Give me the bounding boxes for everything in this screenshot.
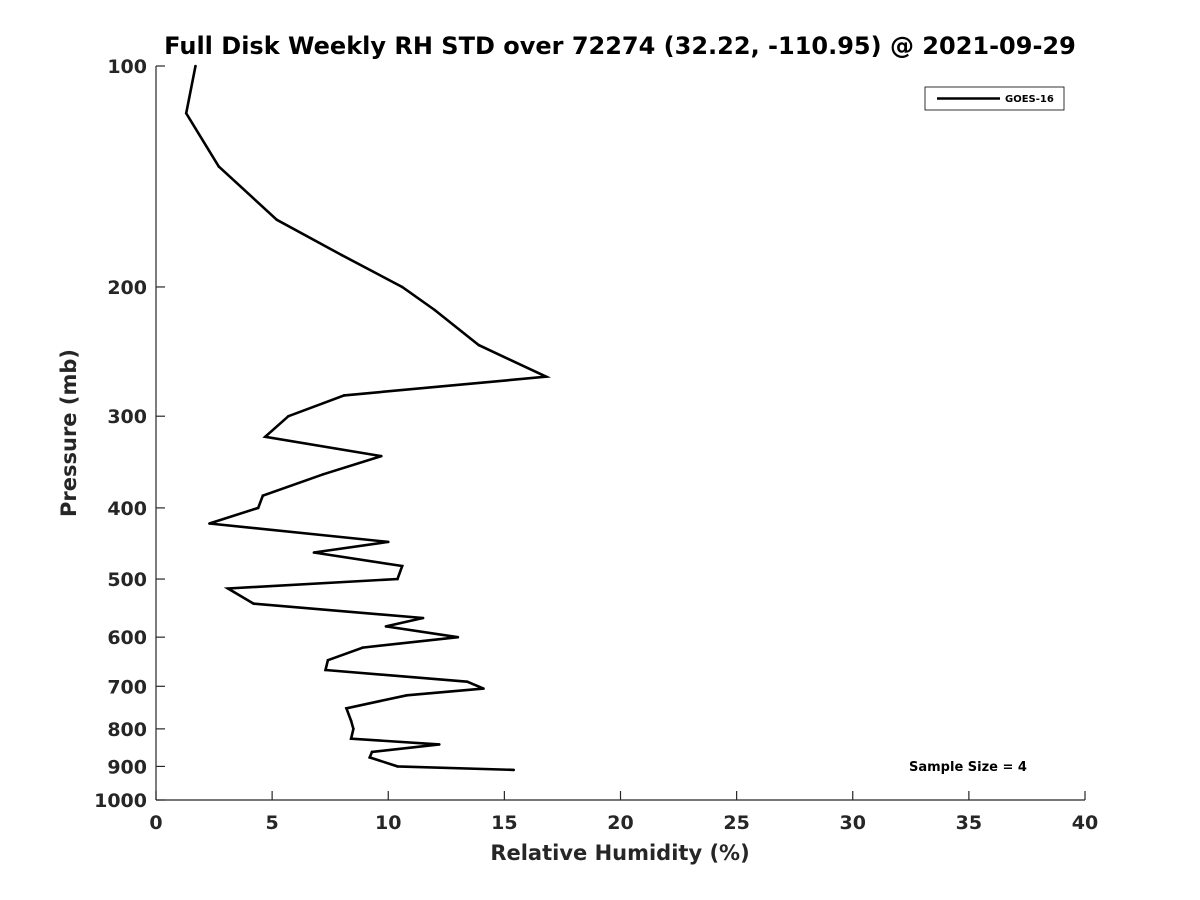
data-point: [194, 64, 197, 68]
x-tick-label: 35: [956, 812, 982, 834]
y-axis-label: Pressure (mb): [57, 349, 81, 517]
y-tick-label: 700: [107, 676, 147, 698]
data-point: [208, 522, 211, 525]
y-tick-label: 800: [107, 719, 147, 741]
data-point: [321, 473, 325, 476]
y-tick-label: 600: [107, 627, 147, 649]
legend-label: GOES-16: [1005, 94, 1054, 105]
y-tick-label: 500: [107, 569, 147, 591]
data-point: [352, 727, 355, 731]
data-point: [324, 668, 327, 672]
data-point: [477, 343, 481, 347]
y-tick-label: 100: [107, 56, 147, 78]
data-point: [340, 253, 344, 257]
data-point: [370, 750, 374, 754]
data-point: [456, 635, 460, 639]
data-point: [512, 768, 515, 772]
data-point: [387, 540, 390, 544]
data-point: [261, 494, 265, 498]
data-point: [433, 308, 437, 312]
series-line-goes-16: [184, 65, 552, 772]
x-ticks: 0 5 10 15 20 25 30 35 40: [149, 791, 1098, 834]
data-point: [226, 587, 230, 590]
data-point: [400, 564, 404, 568]
data-point: [326, 658, 330, 662]
x-tick-label: 40: [1072, 812, 1098, 834]
y-tick-label: 300: [107, 406, 147, 428]
x-tick-label: 0: [149, 812, 162, 834]
legend: GOES-16: [924, 86, 1065, 111]
data-point: [275, 218, 279, 222]
data-point: [184, 112, 188, 115]
y-tick-label: 400: [107, 498, 147, 520]
data-point: [342, 394, 346, 397]
data-point: [263, 435, 267, 439]
data-point: [544, 375, 548, 379]
sample-size-annotation: Sample Size = 4: [909, 760, 1027, 775]
x-axis-label: Relative Humidity (%): [490, 841, 749, 865]
data-point: [252, 602, 255, 605]
data-point: [421, 616, 425, 620]
x-tick-label: 5: [266, 812, 279, 834]
series-points: [184, 64, 548, 772]
data-point: [312, 551, 316, 554]
data-point: [217, 165, 220, 168]
data-point: [482, 687, 485, 690]
y-tick-label: 200: [107, 277, 147, 299]
data-point: [384, 625, 388, 628]
data-point: [380, 454, 383, 458]
y-tick-label: 900: [107, 756, 147, 778]
data-point: [256, 506, 260, 510]
data-point: [438, 743, 441, 746]
data-point: [396, 577, 399, 581]
data-point: [465, 680, 469, 683]
data-point: [287, 414, 290, 418]
data-point: [361, 646, 365, 649]
x-tick-label: 25: [723, 812, 749, 834]
axes: [155, 66, 1085, 801]
x-tick-label: 10: [375, 812, 401, 834]
chart-title: Full Disk Weekly RH STD over 72274 (32.2…: [164, 32, 1076, 60]
data-point: [349, 719, 353, 723]
y-ticks: 100 200 300 400 500 600 700 800 900 1000: [94, 56, 165, 812]
data-point: [345, 707, 348, 710]
data-point: [368, 756, 372, 759]
y-tick-label: 1000: [94, 790, 147, 812]
data-point: [349, 737, 353, 740]
x-tick-label: 20: [607, 812, 633, 834]
x-tick-label: 15: [491, 812, 517, 834]
data-point: [405, 694, 409, 697]
x-tick-label: 30: [840, 812, 866, 834]
data-point: [396, 765, 399, 768]
data-point: [400, 285, 404, 289]
